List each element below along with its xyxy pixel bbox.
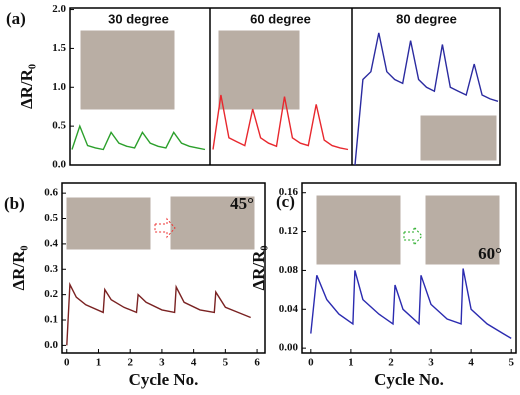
photo bbox=[419, 114, 498, 162]
y-tick-label: 0.3 bbox=[44, 263, 58, 275]
series-label: 60 degree bbox=[250, 11, 311, 26]
y-axis-label: ΔR/R₀ bbox=[17, 64, 36, 109]
y-tick-label: 0.0 bbox=[52, 159, 66, 171]
y-axis-label: ΔR/R₀ bbox=[249, 245, 268, 290]
x-tick-label: 3 bbox=[159, 357, 165, 369]
photo bbox=[79, 29, 176, 111]
annotation: 60° bbox=[478, 244, 502, 263]
y-tick-label: 0.16 bbox=[279, 186, 299, 198]
y-tick-label: 0.5 bbox=[44, 212, 58, 224]
y-tick-label: 0.6 bbox=[44, 187, 58, 199]
series-label: 80 degree bbox=[396, 11, 457, 26]
x-axis-label: Cycle No. bbox=[129, 370, 199, 389]
y-tick-label: 0.0 bbox=[44, 339, 58, 351]
y-tick-label: 0.2 bbox=[44, 288, 58, 300]
x-tick-label: 4 bbox=[468, 357, 474, 369]
arrow bbox=[154, 217, 176, 239]
x-tick-label: 4 bbox=[191, 357, 197, 369]
x-tick-label: 1 bbox=[348, 357, 354, 369]
line-series bbox=[71, 124, 206, 151]
plot-frame bbox=[301, 182, 517, 354]
x-tick-label: 0 bbox=[308, 357, 314, 369]
photo bbox=[424, 194, 501, 266]
line-series bbox=[354, 32, 499, 166]
line-series bbox=[66, 281, 251, 346]
y-tick-label: 0.1 bbox=[44, 314, 58, 326]
panel-label: (b) bbox=[4, 194, 25, 213]
x-tick-label: 5 bbox=[508, 357, 514, 369]
line-series bbox=[310, 268, 512, 340]
y-tick-label: 1.0 bbox=[52, 81, 66, 93]
x-tick-label: 5 bbox=[223, 357, 229, 369]
x-tick-label: 0 bbox=[64, 357, 70, 369]
y-tick-label: 0.08 bbox=[279, 264, 299, 276]
x-axis-label: Cycle No. bbox=[374, 370, 444, 389]
y-axis-label: ΔR/R₀ bbox=[9, 245, 28, 290]
photo bbox=[315, 194, 402, 266]
x-tick-label: 2 bbox=[388, 357, 394, 369]
y-tick-label: 0.12 bbox=[279, 225, 299, 237]
y-tick-label: 0.5 bbox=[52, 120, 66, 132]
plot-frame bbox=[69, 7, 501, 166]
annotation: 45° bbox=[230, 194, 254, 213]
x-tick-label: 6 bbox=[254, 357, 260, 369]
x-tick-label: 2 bbox=[127, 357, 133, 369]
line-series bbox=[212, 94, 349, 151]
plot-frame bbox=[61, 182, 266, 354]
panel-label: (a) bbox=[6, 9, 26, 28]
series-label: 30 degree bbox=[108, 11, 169, 26]
y-tick-label: 0.04 bbox=[279, 303, 299, 315]
photo bbox=[169, 195, 256, 251]
y-tick-label: 2.0 bbox=[52, 3, 66, 15]
y-tick-label: 0.4 bbox=[44, 237, 58, 249]
y-tick-label: 1.5 bbox=[52, 42, 66, 54]
photo bbox=[65, 196, 152, 251]
panel-label: (c) bbox=[276, 192, 295, 211]
x-tick-label: 3 bbox=[428, 357, 434, 369]
photo bbox=[217, 29, 301, 111]
x-tick-label: 1 bbox=[96, 357, 102, 369]
y-tick-label: 0.00 bbox=[279, 342, 299, 354]
arrow bbox=[403, 225, 423, 247]
